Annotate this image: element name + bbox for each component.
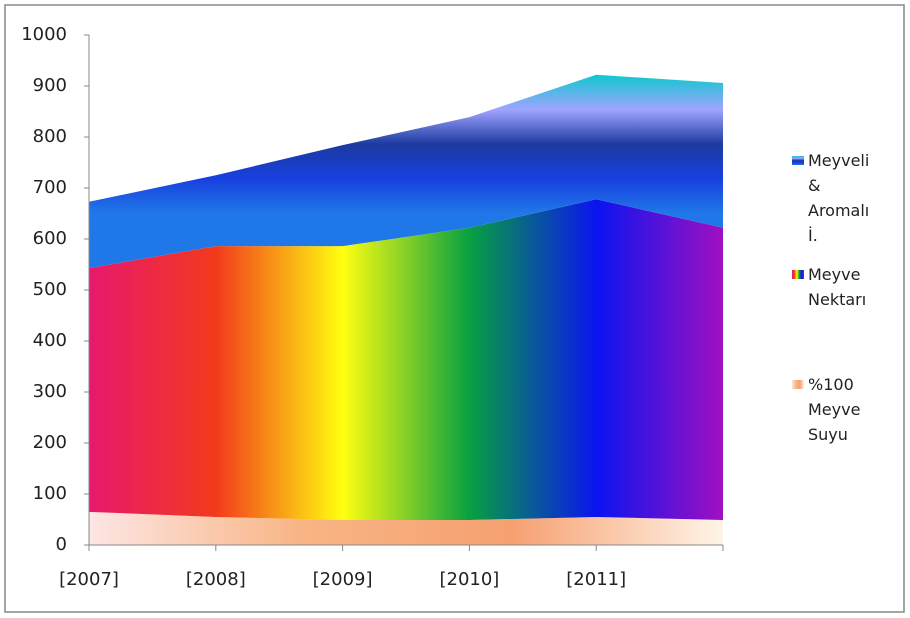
- y-tick-label: 900: [33, 75, 67, 96]
- y-tick-label: 800: [33, 126, 67, 147]
- y-tick-label: 200: [33, 432, 67, 453]
- y-tick-label: 100: [33, 483, 67, 504]
- y-tick-label: 0: [56, 534, 67, 555]
- x-tick-label: [2008]: [186, 569, 246, 590]
- legend-swatch: [792, 380, 804, 389]
- legend-label: Meyveli & Aromalı İ.: [808, 151, 870, 245]
- area: [89, 511, 723, 545]
- x-tick-label: [2011]: [566, 569, 626, 590]
- x-tick-label: [2007]: [59, 569, 119, 590]
- area: [89, 74, 723, 269]
- legend-label: %100 Meyve Suyu: [808, 375, 861, 444]
- legend-swatch: [792, 270, 804, 279]
- y-tick-label: 1000: [21, 24, 67, 45]
- legend-swatch: [792, 156, 804, 165]
- y-tick-label: 600: [33, 228, 67, 249]
- y-tick-label: 300: [33, 381, 67, 402]
- y-tick-label: 400: [33, 330, 67, 351]
- x-tick-label: [2009]: [313, 569, 373, 590]
- area: [89, 199, 723, 521]
- x-tick-label: [2010]: [439, 569, 499, 590]
- y-tick-label: 500: [33, 279, 67, 300]
- y-tick-label: 700: [33, 177, 67, 198]
- legend-label: Meyve Nektarı: [808, 265, 867, 309]
